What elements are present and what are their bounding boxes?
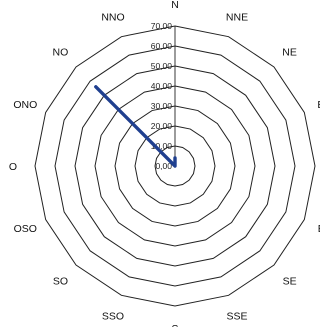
direction-label: NNO: [101, 11, 124, 23]
grid-ring: [134, 125, 216, 207]
direction-label: SSE: [226, 311, 247, 323]
tick-label: 0,00: [155, 161, 172, 171]
tick-label: 10,00: [151, 141, 173, 151]
tick-label: 50,00: [151, 61, 173, 71]
direction-labels: N NNE NE EN ES SE SSE S SSO SO OSO O ONO NO NNO: [9, 0, 320, 327]
radar-grid-rings: [34, 25, 316, 307]
direction-label: SE: [283, 276, 297, 288]
direction-label: NE: [282, 46, 297, 58]
direction-label: ES: [318, 223, 320, 235]
grid-ring: [34, 25, 316, 307]
direction-label: NO: [53, 46, 69, 58]
grid-ring: [74, 65, 276, 267]
grid-ring: [154, 145, 196, 187]
direction-label: N: [171, 0, 179, 11]
tick-label: 20,00: [151, 121, 173, 131]
grid-ring: [114, 105, 236, 227]
grid-ring: [94, 85, 256, 247]
tick-label: 60,00: [151, 41, 173, 51]
direction-label: O: [9, 161, 17, 173]
radial-tick-labels: 0,00 10,00 20,00 30,00 40,00 50,00 60,00 70,00: [151, 21, 173, 171]
direction-label: ONO: [13, 99, 37, 111]
tick-label: 40,00: [151, 81, 173, 91]
series-line: [94, 85, 177, 168]
data-series: [94, 85, 177, 168]
tick-label: 30,00: [151, 101, 173, 111]
direction-label: S: [171, 323, 178, 327]
tick-label: 70,00: [151, 21, 173, 31]
grid-ring: [54, 45, 296, 287]
direction-label: NNE: [226, 11, 248, 23]
direction-label: OSO: [14, 223, 37, 235]
direction-label: EN: [317, 99, 320, 111]
direction-label: SO: [53, 276, 68, 288]
direction-label: SSO: [102, 311, 124, 323]
